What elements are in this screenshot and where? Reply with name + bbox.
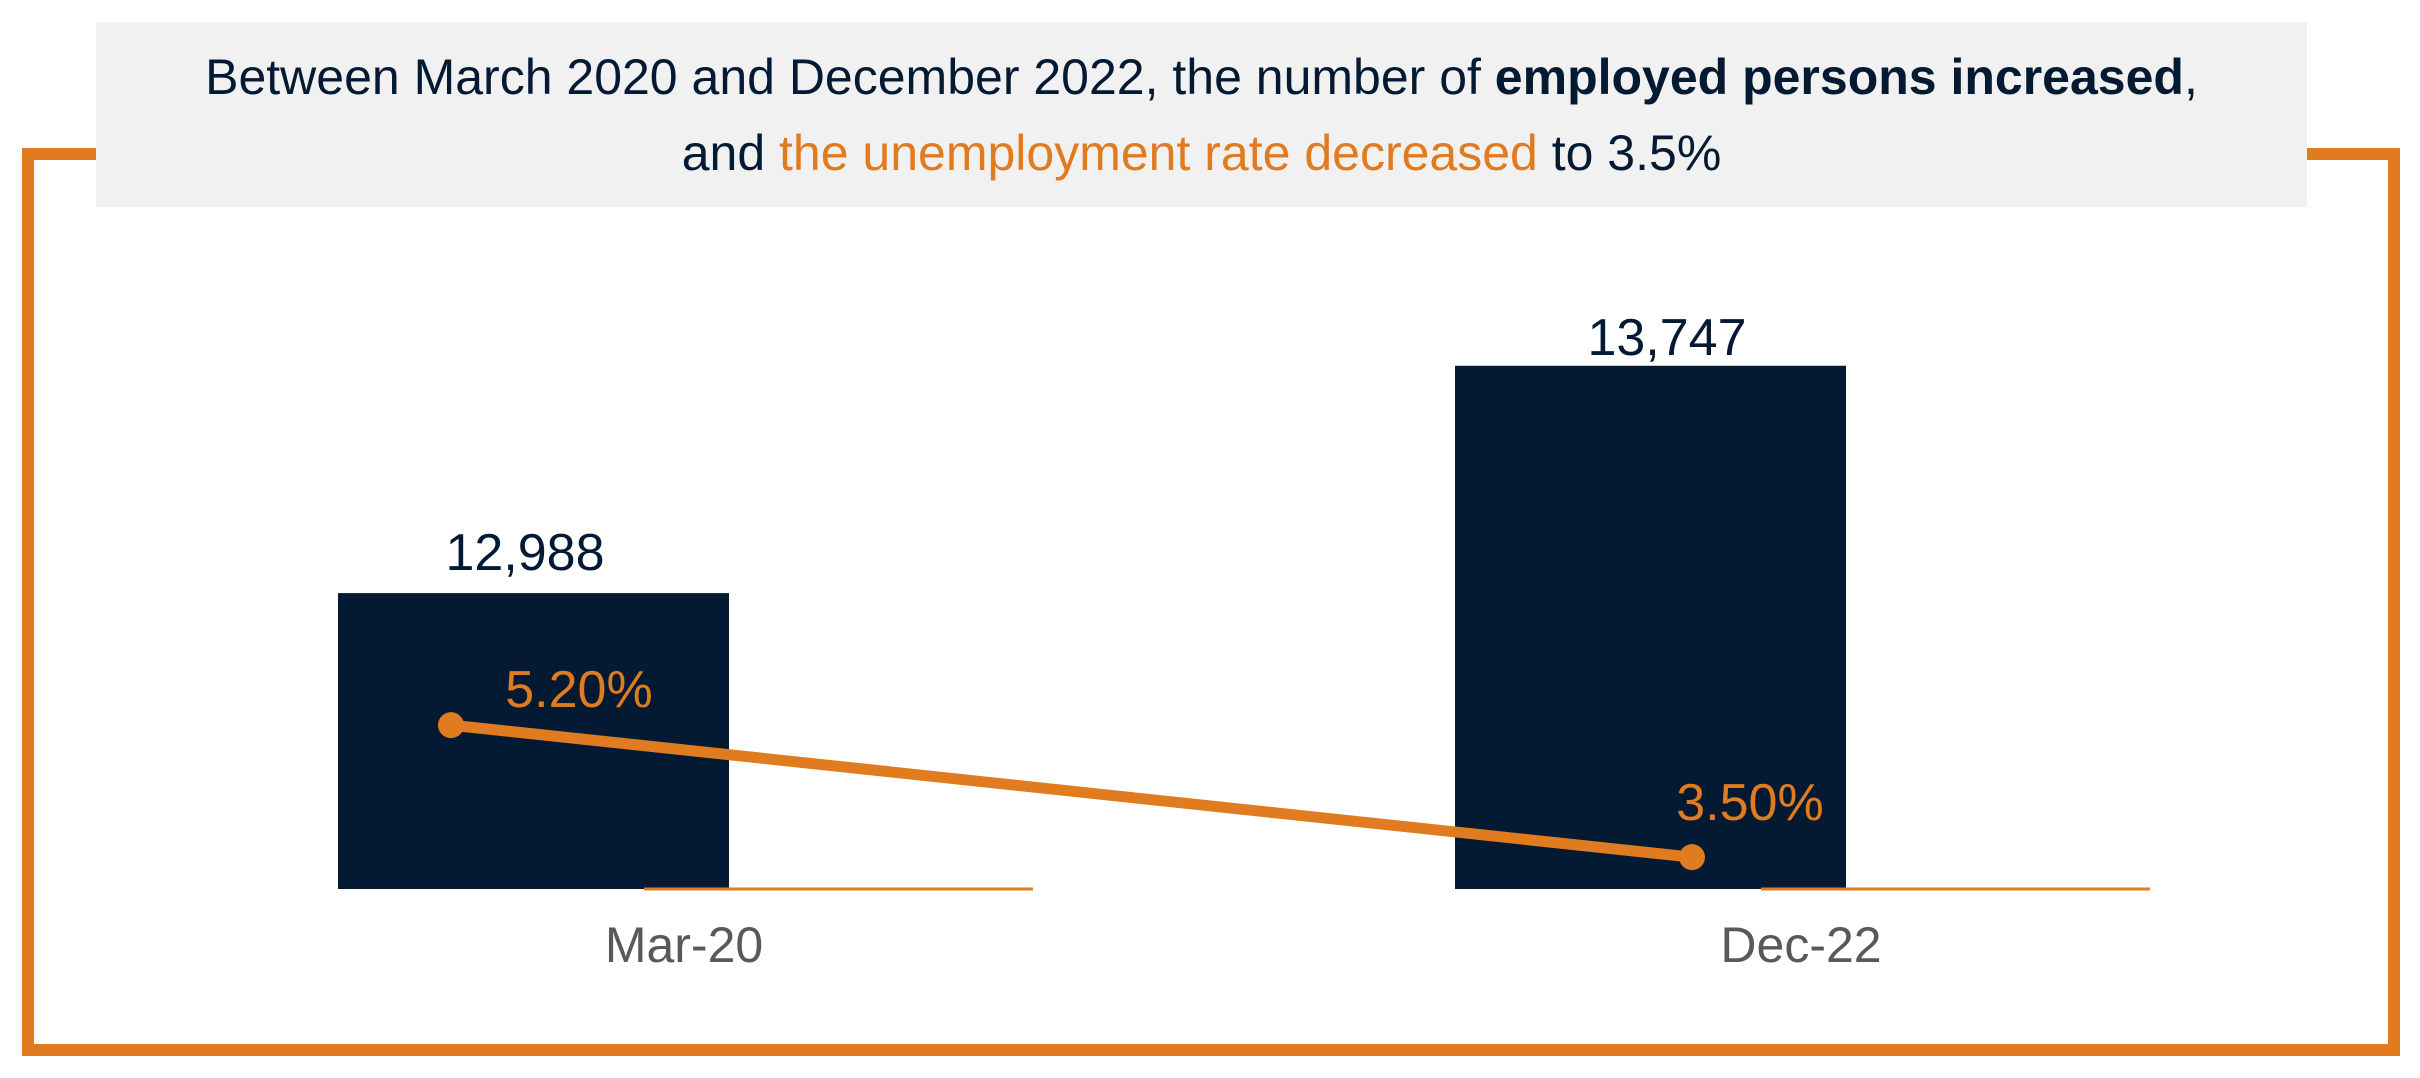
title-text: Between March 2020 and December 2022, th… (205, 48, 1495, 105)
line-point (438, 712, 464, 739)
x-tick-label: Dec-22 (1720, 917, 1881, 973)
title-highlight-unemployment: the unemployment rate decreased (779, 124, 1538, 181)
x-tick-label: Mar-20 (605, 917, 763, 973)
line-point (1679, 844, 1705, 871)
line-data-label: 5.20% (505, 661, 652, 719)
unemployment-line (450, 719, 1693, 863)
bar-data-label: 12,988 (445, 524, 604, 582)
bar (338, 593, 729, 889)
title-highlight-employed: employed persons increased (1494, 48, 2184, 105)
line-data-label: 3.50% (1676, 774, 1823, 832)
title-text: , and (681, 48, 2198, 181)
chart-title: Between March 2020 and December 2022, th… (96, 22, 2307, 207)
bar-data-label: 13,747 (1587, 309, 1746, 367)
bar (1455, 365, 1846, 889)
title-text: to 3.5% (1537, 124, 1722, 181)
